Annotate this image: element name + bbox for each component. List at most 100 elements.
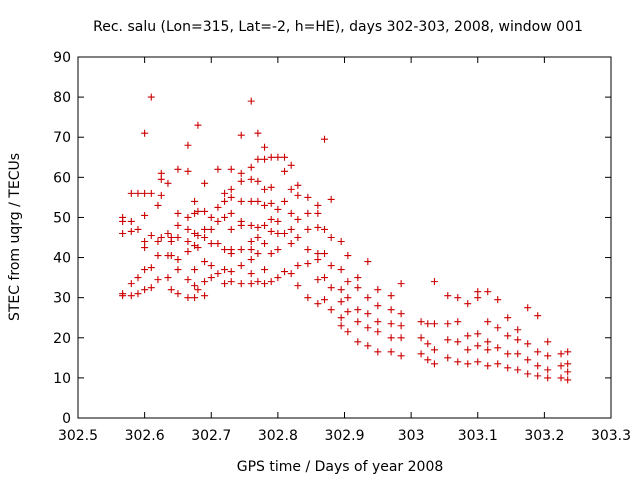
data-point — [154, 238, 162, 246]
data-point — [327, 195, 335, 203]
data-point — [221, 280, 229, 288]
data-point — [247, 221, 255, 229]
data-point — [214, 203, 222, 211]
data-point — [424, 356, 432, 364]
y-tick-label: 80 — [53, 90, 71, 106]
data-point — [314, 209, 322, 217]
data-point — [557, 374, 565, 382]
x-tick-label: 303 — [398, 428, 425, 444]
data-point — [557, 350, 565, 358]
data-point — [474, 330, 482, 338]
data-point — [557, 362, 565, 370]
data-point — [354, 284, 362, 292]
data-point — [387, 320, 395, 328]
data-point — [417, 334, 425, 342]
data-point — [287, 161, 295, 169]
data-point — [174, 266, 182, 274]
data-point — [261, 221, 269, 229]
data-point — [374, 286, 382, 294]
data-point — [337, 266, 345, 274]
data-point — [119, 229, 127, 237]
data-point — [274, 274, 282, 282]
data-point — [321, 274, 329, 282]
data-point — [524, 340, 532, 348]
data-point — [327, 284, 335, 292]
data-point — [214, 240, 222, 248]
data-point — [191, 197, 199, 205]
data-point — [314, 201, 322, 209]
x-tick-label: 303.1 — [458, 428, 498, 444]
data-point — [304, 209, 312, 217]
data-point — [227, 209, 235, 217]
data-point — [444, 354, 452, 362]
data-point — [237, 217, 245, 225]
data-point — [424, 320, 432, 328]
data-point — [274, 229, 282, 237]
data-point — [514, 366, 522, 374]
data-point — [474, 358, 482, 366]
x-tick-label: 303.3 — [591, 428, 631, 444]
data-point — [274, 246, 282, 254]
data-point — [214, 217, 222, 225]
x-tick-label: 302.8 — [258, 428, 298, 444]
data-point — [201, 225, 209, 233]
data-point — [201, 234, 209, 241]
data-point — [304, 225, 312, 233]
data-point — [314, 223, 322, 231]
data-point — [304, 246, 312, 254]
data-point — [184, 167, 192, 175]
data-point — [494, 344, 502, 352]
x-tick-label: 302.6 — [125, 428, 165, 444]
data-point — [141, 238, 149, 246]
data-point — [337, 298, 345, 306]
data-point — [274, 217, 282, 225]
data-point — [184, 238, 192, 246]
data-point — [247, 175, 255, 183]
data-point — [314, 256, 322, 264]
data-point — [174, 234, 182, 241]
data-point — [474, 294, 482, 302]
data-point — [314, 300, 322, 308]
data-point — [261, 266, 269, 274]
data-point — [474, 342, 482, 350]
data-point — [227, 246, 235, 254]
data-point — [227, 278, 235, 286]
data-point — [201, 207, 209, 215]
data-point — [174, 290, 182, 298]
data-point — [524, 370, 532, 378]
data-point — [127, 189, 135, 197]
data-point — [417, 318, 425, 326]
data-point — [534, 312, 542, 320]
data-point — [141, 286, 149, 294]
data-point — [430, 320, 438, 328]
data-point — [201, 292, 209, 300]
data-point — [147, 189, 155, 197]
data-point — [287, 270, 295, 278]
data-point — [534, 362, 542, 370]
data-point — [364, 258, 372, 266]
data-point — [174, 209, 182, 217]
data-point — [464, 346, 472, 354]
data-point — [214, 165, 222, 173]
data-point — [127, 217, 135, 225]
data-point — [191, 294, 199, 302]
data-point — [314, 276, 322, 284]
data-point — [314, 250, 322, 258]
data-point — [254, 177, 262, 185]
data-point — [237, 169, 245, 177]
data-point — [504, 364, 512, 372]
data-point — [454, 294, 462, 302]
data-point — [337, 286, 345, 294]
data-point — [514, 326, 522, 334]
data-point — [484, 362, 492, 370]
data-point — [184, 276, 192, 284]
data-point — [294, 181, 302, 189]
y-tick-label: 20 — [53, 331, 71, 347]
data-point — [344, 294, 352, 302]
data-point — [564, 360, 572, 368]
data-point — [247, 246, 255, 254]
data-point — [237, 280, 245, 288]
data-point — [254, 197, 262, 205]
data-point — [119, 290, 127, 298]
